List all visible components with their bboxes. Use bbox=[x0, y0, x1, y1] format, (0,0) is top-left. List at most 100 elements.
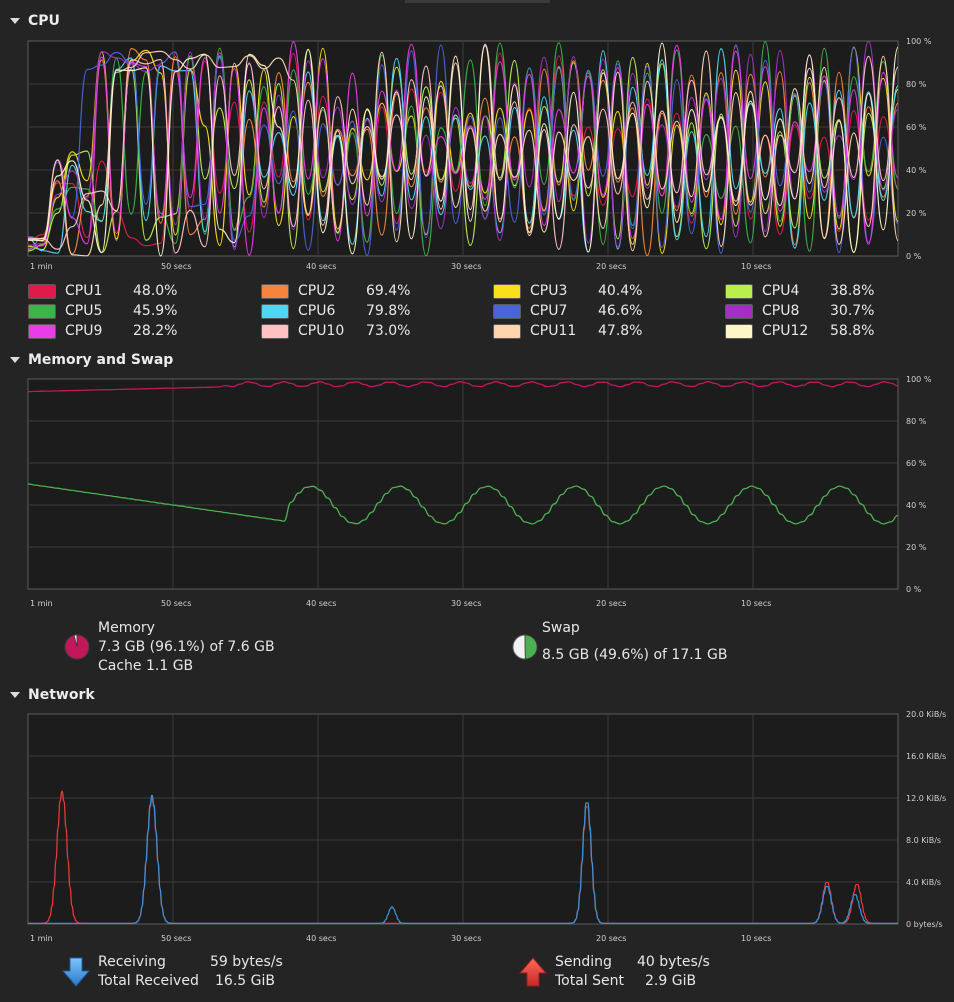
cpu-color-swatch[interactable] bbox=[28, 323, 56, 339]
cpu-legend-item[interactable]: CPU4 38.8% bbox=[725, 282, 874, 300]
cpu-legend-value: 45.9% bbox=[133, 303, 178, 319]
cpu-legend-name: CPU3 bbox=[530, 283, 568, 299]
y-tick-label: 20.0 KiB/s bbox=[906, 710, 946, 719]
cpu-trace-cpu8 bbox=[27, 40, 899, 251]
sending-rate: 40 bytes/s bbox=[637, 954, 710, 970]
memory-cache: Cache 1.1 GB bbox=[98, 658, 194, 674]
y-tick-label: 20 % bbox=[906, 543, 927, 552]
memory-section-title: Memory and Swap bbox=[28, 352, 174, 368]
receiving-label: Receiving bbox=[98, 954, 166, 970]
cpu-legend-name: CPU2 bbox=[298, 283, 336, 299]
total-received-label: Total Received bbox=[98, 973, 199, 989]
cpu-legend-value: 79.8% bbox=[366, 303, 411, 319]
cpu-legend-name: CPU4 bbox=[762, 283, 800, 299]
x-tick-label: 1 min bbox=[30, 934, 53, 943]
cpu-legend-item[interactable]: CPU3 40.4% bbox=[493, 282, 642, 300]
swap-info: Swap 8.5 GB (49.6%) of 17.1 GB bbox=[542, 619, 728, 665]
cpu-legend-name: CPU7 bbox=[530, 303, 568, 319]
y-tick-label: 8.0 KiB/s bbox=[906, 836, 941, 845]
x-tick-label: 30 secs bbox=[451, 934, 481, 943]
cpu-legend-value: 38.8% bbox=[830, 283, 875, 299]
y-tick-label: 100 % bbox=[906, 375, 932, 384]
cpu-legend-item[interactable]: CPU9 28.2% bbox=[28, 322, 177, 340]
y-tick-label: 0 % bbox=[906, 585, 922, 594]
cpu-color-swatch[interactable] bbox=[28, 283, 56, 299]
cpu-color-swatch[interactable] bbox=[493, 323, 521, 339]
cpu-color-swatch[interactable] bbox=[493, 283, 521, 299]
swap-trace bbox=[27, 483, 899, 525]
x-tick-label: 10 secs bbox=[741, 934, 771, 943]
window-top-handle bbox=[405, 0, 550, 3]
cpu-color-swatch[interactable] bbox=[725, 323, 753, 339]
total-received-value: 16.5 GiB bbox=[215, 973, 275, 989]
cpu-legend-value: 58.8% bbox=[830, 323, 875, 339]
receiving-rate: 59 bytes/s bbox=[210, 954, 283, 970]
network-section-title: Network bbox=[28, 687, 95, 703]
y-tick-label: 20 % bbox=[906, 209, 927, 218]
sending-label: Sending bbox=[555, 954, 612, 970]
network-history-graph: 20.0 KiB/s 16.0 KiB/s 12.0 KiB/s 8.0 KiB/s 4… bbox=[27, 710, 946, 943]
cpu-legend-item[interactable]: CPU7 46.6% bbox=[493, 302, 642, 320]
memory-section-header[interactable]: Memory and Swap bbox=[0, 350, 173, 370]
cpu-legend-value: 73.0% bbox=[366, 323, 411, 339]
expander-triangle-icon bbox=[10, 692, 20, 698]
cpu-trace-cpu11 bbox=[27, 50, 899, 257]
x-tick-label: 40 secs bbox=[306, 934, 336, 943]
cpu-legend-item[interactable]: CPU10 73.0% bbox=[261, 322, 410, 340]
cpu-color-swatch[interactable] bbox=[261, 323, 289, 339]
cpu-legend-item[interactable]: CPU6 79.8% bbox=[261, 302, 410, 320]
cpu-color-swatch[interactable] bbox=[725, 303, 753, 319]
y-tick-label: 40 % bbox=[906, 501, 927, 510]
cpu-legend-item[interactable]: CPU1 48.0% bbox=[28, 282, 177, 300]
y-tick-label: 80 % bbox=[906, 417, 927, 426]
x-tick-label: 30 secs bbox=[451, 262, 481, 271]
cpu-legend-item[interactable]: CPU12 58.8% bbox=[725, 322, 874, 340]
x-tick-label: 50 secs bbox=[161, 599, 191, 608]
cpu-history-graph: 100 % 80 % 60 % 40 % 20 % 0 % 1 min 50 secs 40 s… bbox=[27, 37, 932, 271]
x-tick-label: 40 secs bbox=[306, 262, 336, 271]
total-sent-value: 2.9 GiB bbox=[645, 973, 697, 989]
memory-history-graph: 100 % 80 % 60 % 40 % 20 % 0 % 1 min 50 secs 40 s… bbox=[27, 375, 932, 608]
cpu-legend-value: 48.0% bbox=[133, 283, 178, 299]
memory-pie-icon bbox=[64, 634, 90, 660]
cpu-legend-item[interactable]: CPU5 45.9% bbox=[28, 302, 177, 320]
network-section-header[interactable]: Network bbox=[0, 685, 95, 705]
y-tick-label: 40 % bbox=[906, 166, 927, 175]
y-tick-label: 0 bytes/s bbox=[906, 920, 943, 929]
cpu-legend-name: CPU1 bbox=[65, 283, 103, 299]
cpu-section-title: CPU bbox=[28, 13, 60, 29]
cpu-legend-name: CPU8 bbox=[762, 303, 800, 319]
cpu-legend-name: CPU12 bbox=[762, 323, 809, 339]
x-tick-label: 50 secs bbox=[161, 262, 191, 271]
cpu-color-swatch[interactable] bbox=[493, 303, 521, 319]
cpu-color-swatch[interactable] bbox=[28, 303, 56, 319]
swap-usage: 8.5 GB (49.6%) of 17.1 GB bbox=[542, 647, 728, 663]
swap-pie-icon bbox=[512, 634, 538, 660]
cpu-color-swatch[interactable] bbox=[261, 303, 289, 319]
x-tick-label: 1 min bbox=[30, 262, 53, 271]
memory-trace bbox=[27, 381, 899, 393]
upload-arrow-icon bbox=[519, 957, 547, 987]
cpu-legend-item[interactable]: CPU11 47.8% bbox=[493, 322, 642, 340]
cpu-legend-value: 47.8% bbox=[598, 323, 643, 339]
cpu-legend-value: 28.2% bbox=[133, 323, 178, 339]
cpu-legend-name: CPU11 bbox=[530, 323, 577, 339]
cpu-section-header[interactable]: CPU bbox=[0, 11, 60, 31]
memory-label: Memory bbox=[98, 620, 155, 636]
memory-usage: 7.3 GB (96.1%) of 7.6 GB bbox=[98, 639, 275, 655]
download-arrow-icon bbox=[62, 957, 90, 987]
cpu-legend-value: 46.6% bbox=[598, 303, 643, 319]
swap-label: Swap bbox=[542, 620, 580, 636]
cpu-legend-item[interactable]: CPU8 30.7% bbox=[725, 302, 874, 320]
cpu-color-swatch[interactable] bbox=[261, 283, 289, 299]
total-sent-label: Total Sent bbox=[555, 973, 625, 989]
cpu-legend-name: CPU9 bbox=[65, 323, 103, 339]
cpu-legend-value: 30.7% bbox=[830, 303, 875, 319]
receiving-trace bbox=[27, 794, 898, 925]
y-tick-label: 12.0 KiB/s bbox=[906, 794, 946, 803]
y-tick-label: 4.0 KiB/s bbox=[906, 878, 941, 887]
cpu-color-swatch[interactable] bbox=[725, 283, 753, 299]
cpu-legend-value: 40.4% bbox=[598, 283, 643, 299]
y-tick-label: 60 % bbox=[906, 459, 927, 468]
cpu-legend-item[interactable]: CPU2 69.4% bbox=[261, 282, 410, 300]
